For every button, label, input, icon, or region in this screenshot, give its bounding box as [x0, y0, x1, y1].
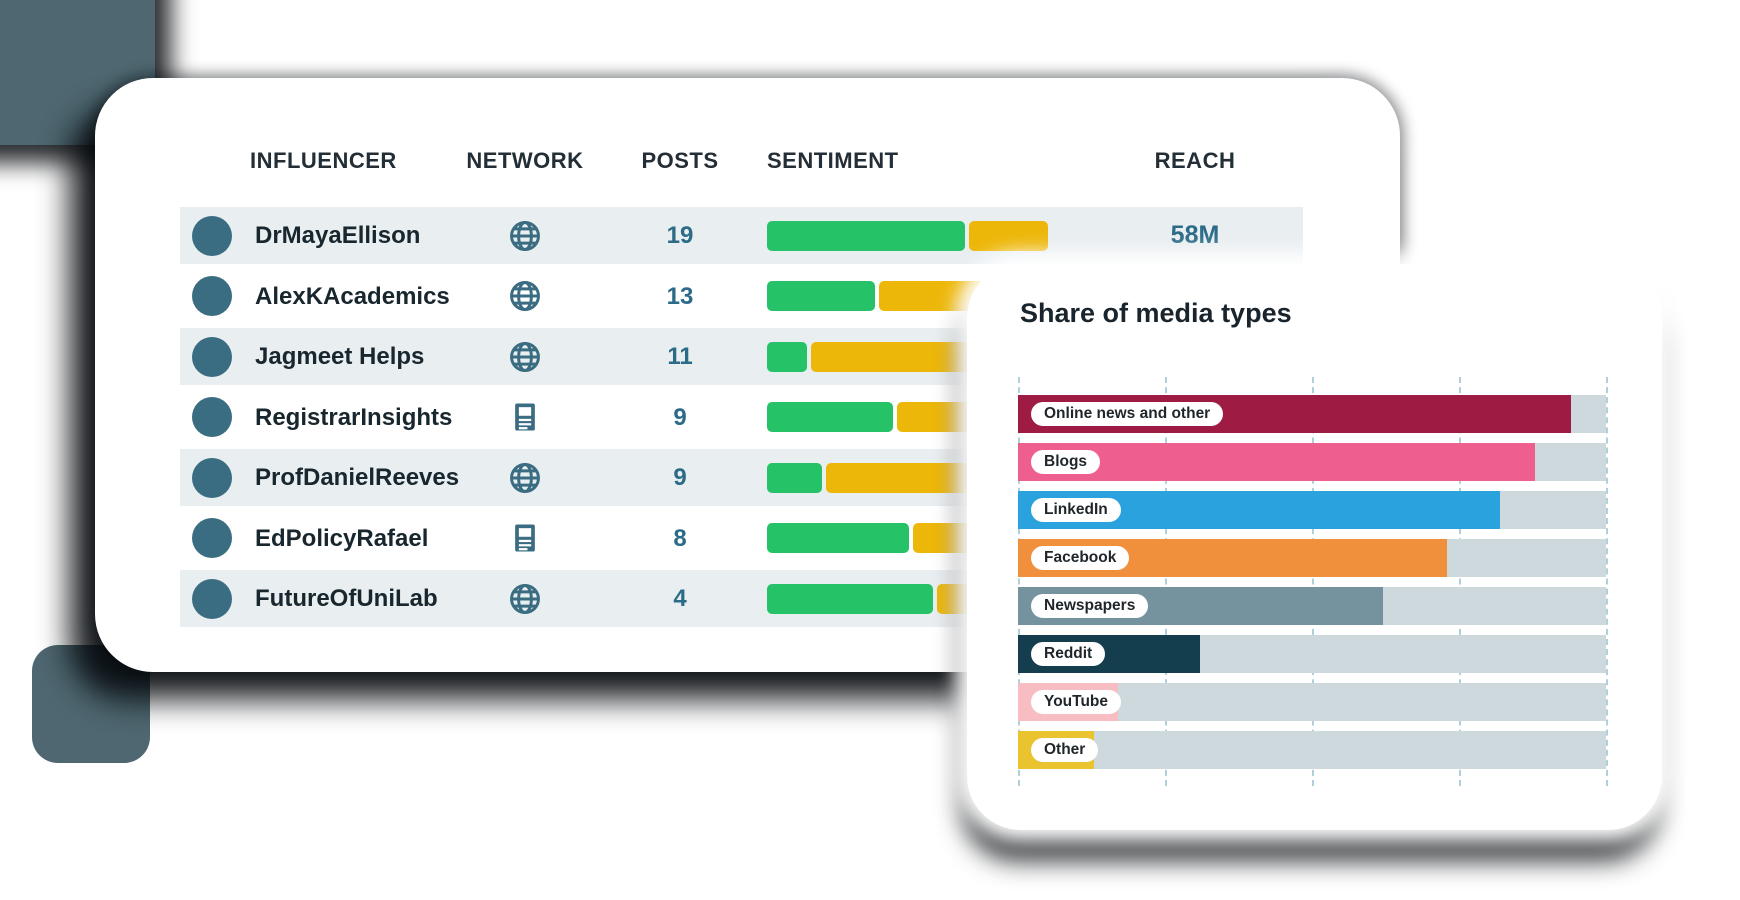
column-header-reach: REACH	[1154, 148, 1236, 173]
posts-count: 8	[673, 524, 687, 552]
network-cell	[440, 207, 610, 264]
influencer-name: AlexKAcademics	[255, 282, 450, 310]
chart-row: Blogs	[1018, 443, 1606, 481]
bar-facebook: Facebook	[1018, 539, 1448, 577]
newspaper-icon	[510, 524, 540, 552]
globe-icon	[508, 583, 542, 614]
bar-newspapers: Newspapers	[1018, 587, 1383, 625]
gridline	[1459, 377, 1461, 786]
network-cell	[440, 389, 610, 446]
bar-label: Other	[1031, 738, 1099, 762]
sentiment-positive-segment	[767, 523, 909, 553]
gridline	[1165, 377, 1167, 786]
avatar	[192, 397, 232, 437]
influencer-name: EdPolicyRafael	[255, 524, 429, 552]
bar-label: Blogs	[1031, 450, 1101, 474]
bar-youtube: YouTube	[1018, 683, 1121, 721]
gridline	[1018, 377, 1020, 786]
chart-row: Newspapers	[1018, 587, 1606, 625]
posts-count: 13	[666, 282, 694, 310]
sentiment-positive-segment	[767, 220, 965, 251]
chart-row: Reddit	[1018, 635, 1606, 673]
posts-count: 4	[673, 585, 687, 612]
column-header-influencer: INFLUENCER	[250, 148, 397, 173]
globe-icon	[508, 341, 542, 372]
bar-label: LinkedIn	[1031, 498, 1121, 522]
avatar	[192, 578, 232, 619]
network-cell	[440, 449, 610, 506]
media-types-chart-card: Share of media types Online news and oth…	[967, 264, 1662, 830]
globe-icon	[508, 462, 542, 493]
avatar	[192, 215, 232, 256]
bar-reddit: Reddit	[1018, 635, 1201, 673]
sentiment-bar	[767, 220, 1048, 251]
network-cell	[440, 510, 610, 567]
bar-label: Newspapers	[1031, 594, 1149, 618]
posts-count: 9	[673, 464, 687, 491]
bar-linkedin: LinkedIn	[1018, 491, 1501, 529]
column-header-posts: POSTS	[641, 148, 719, 173]
chart-plot-area: Online news and other Blogs LinkedIn Fac…	[1018, 377, 1608, 786]
sentiment-positive-segment	[767, 462, 822, 493]
column-header-sentiment: SENTIMENT	[767, 148, 899, 173]
chart-row: Other	[1018, 731, 1606, 769]
chart-row: YouTube	[1018, 683, 1606, 721]
globe-icon	[508, 281, 542, 312]
avatar	[192, 276, 232, 316]
chart-row: Online news and other	[1018, 395, 1606, 433]
sentiment-positive-segment	[767, 341, 807, 372]
globe-icon	[508, 220, 542, 251]
bar-blogs: Blogs	[1018, 443, 1536, 481]
column-header-network: NETWORK	[466, 148, 584, 173]
chart-row: LinkedIn	[1018, 491, 1606, 529]
influencer-name: ProfDanielReeves	[255, 464, 460, 491]
bar-label: Reddit	[1031, 642, 1106, 666]
bar-online-news: Online news and other	[1018, 395, 1571, 433]
avatar	[192, 457, 232, 498]
influencer-name: Jagmeet Helps	[255, 343, 425, 370]
avatar	[192, 518, 232, 558]
posts-count: 11	[667, 343, 693, 370]
sentiment-neutral-segment	[969, 220, 1048, 251]
posts-count: 9	[673, 403, 687, 431]
network-cell	[440, 268, 610, 325]
influencer-name: FutureOfUniLab	[255, 585, 438, 612]
gridline	[1606, 377, 1608, 786]
bar-other: Other	[1018, 731, 1099, 769]
influencer-name: RegistrarInsights	[255, 403, 453, 431]
gridline	[1312, 377, 1314, 786]
bar-label: YouTube	[1031, 690, 1121, 714]
posts-count: 19	[666, 222, 694, 249]
chart-row: Facebook	[1018, 539, 1606, 577]
network-cell	[440, 570, 610, 627]
table-row: EdPolicyRafael 8	[180, 510, 1303, 567]
sentiment-positive-segment	[767, 583, 933, 614]
sentiment-positive-segment	[767, 402, 893, 432]
chart-title: Share of media types	[1020, 298, 1292, 328]
newspaper-icon	[510, 403, 540, 431]
avatar	[192, 336, 232, 377]
bar-label: Online news and other	[1031, 402, 1224, 426]
sentiment-positive-segment	[767, 281, 875, 311]
table-row: DrMayaEllison 19 58M	[180, 207, 1303, 264]
reach-value: 58M	[1170, 221, 1220, 249]
influencer-name: DrMayaEllison	[255, 222, 421, 249]
network-cell	[440, 328, 610, 385]
bar-label: Facebook	[1031, 546, 1130, 570]
